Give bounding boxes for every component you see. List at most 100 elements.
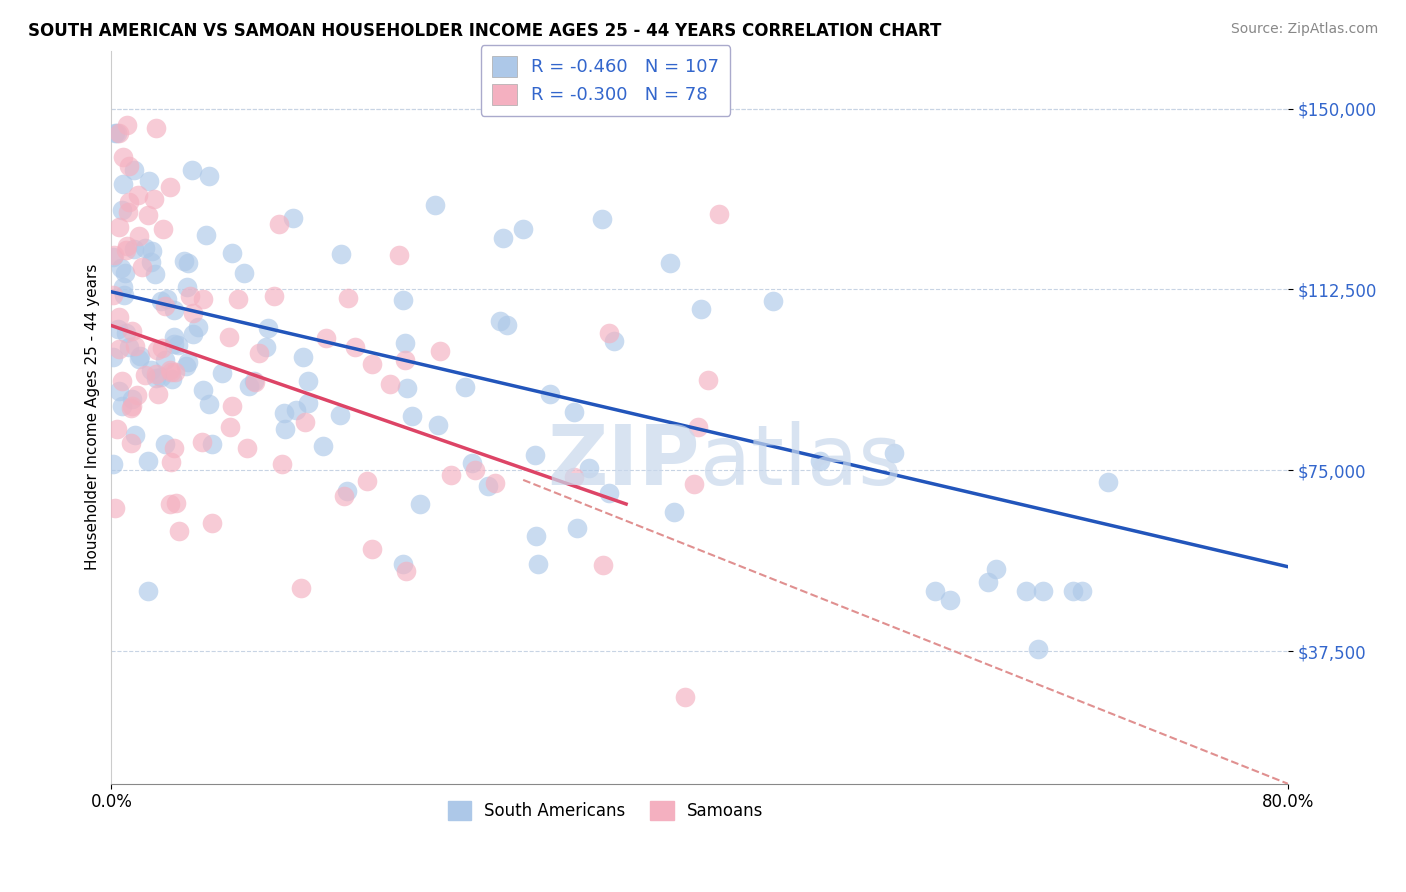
Text: Source: ZipAtlas.com: Source: ZipAtlas.com xyxy=(1230,22,1378,37)
Point xyxy=(492,231,515,245)
Point xyxy=(163,336,186,351)
Point xyxy=(122,162,145,177)
Point xyxy=(183,305,205,319)
Point xyxy=(167,524,190,538)
Point xyxy=(662,505,685,519)
Point xyxy=(273,406,295,420)
Point xyxy=(598,326,620,340)
Y-axis label: Householder Income Ages 25 - 44 years: Householder Income Ages 25 - 44 years xyxy=(86,264,100,570)
Point xyxy=(673,690,696,704)
Point xyxy=(409,497,432,511)
Point xyxy=(808,454,831,468)
Point xyxy=(198,169,221,183)
Point xyxy=(174,359,197,373)
Point xyxy=(238,379,260,393)
Point xyxy=(101,288,124,302)
Point xyxy=(121,399,143,413)
Point xyxy=(167,337,190,351)
Point xyxy=(108,342,131,356)
Point xyxy=(337,291,360,305)
Point xyxy=(290,581,312,595)
Point xyxy=(201,516,224,530)
Point xyxy=(181,163,204,178)
Point xyxy=(477,479,499,493)
Point xyxy=(134,241,156,255)
Point xyxy=(145,120,167,135)
Point xyxy=(152,222,174,236)
Point xyxy=(233,266,256,280)
Point xyxy=(115,243,138,257)
Point xyxy=(111,280,134,294)
Point xyxy=(145,371,167,385)
Point xyxy=(690,302,713,317)
Point xyxy=(336,484,359,499)
Point xyxy=(150,342,173,356)
Point xyxy=(153,436,176,450)
Point xyxy=(112,177,135,191)
Point xyxy=(938,593,960,607)
Point xyxy=(105,422,128,436)
Point xyxy=(142,192,165,206)
Point xyxy=(361,357,384,371)
Point xyxy=(538,387,561,401)
Point xyxy=(1015,583,1038,598)
Point xyxy=(103,248,125,262)
Point xyxy=(484,476,506,491)
Point xyxy=(121,324,143,338)
Point xyxy=(193,384,215,398)
Point xyxy=(439,467,461,482)
Point xyxy=(138,583,160,598)
Point xyxy=(117,205,139,219)
Point xyxy=(131,260,153,275)
Point xyxy=(356,474,378,488)
Point xyxy=(191,435,214,450)
Point xyxy=(122,242,145,256)
Point xyxy=(226,293,249,307)
Point xyxy=(496,318,519,333)
Point xyxy=(165,365,187,379)
Text: ZIP: ZIP xyxy=(547,421,700,501)
Point xyxy=(134,368,156,382)
Point xyxy=(883,446,905,460)
Point xyxy=(526,558,548,572)
Point xyxy=(111,374,134,388)
Point xyxy=(108,310,131,324)
Point xyxy=(329,246,352,260)
Point xyxy=(148,387,170,401)
Point xyxy=(221,245,243,260)
Point xyxy=(924,583,946,598)
Point xyxy=(173,254,195,268)
Point xyxy=(274,422,297,436)
Point xyxy=(121,392,143,406)
Point xyxy=(141,244,163,259)
Point xyxy=(101,250,124,264)
Point xyxy=(686,419,709,434)
Point xyxy=(181,327,204,342)
Point xyxy=(143,267,166,281)
Point xyxy=(977,574,1000,589)
Point xyxy=(986,561,1008,575)
Point xyxy=(378,377,401,392)
Point xyxy=(115,239,138,253)
Point xyxy=(127,188,149,202)
Point xyxy=(124,339,146,353)
Point xyxy=(603,334,626,348)
Point xyxy=(107,126,129,140)
Point xyxy=(394,352,416,367)
Legend: South Americans, Samoans: South Americans, Samoans xyxy=(441,794,770,827)
Point xyxy=(179,289,201,303)
Point xyxy=(108,220,131,235)
Point xyxy=(218,419,240,434)
Point xyxy=(683,477,706,491)
Point xyxy=(211,366,233,380)
Point xyxy=(104,501,127,516)
Point xyxy=(201,437,224,451)
Point xyxy=(392,293,415,307)
Point xyxy=(591,212,613,227)
Point xyxy=(146,343,169,357)
Point xyxy=(105,126,128,140)
Point xyxy=(247,346,270,360)
Point xyxy=(141,363,163,377)
Point xyxy=(464,463,486,477)
Point xyxy=(128,228,150,243)
